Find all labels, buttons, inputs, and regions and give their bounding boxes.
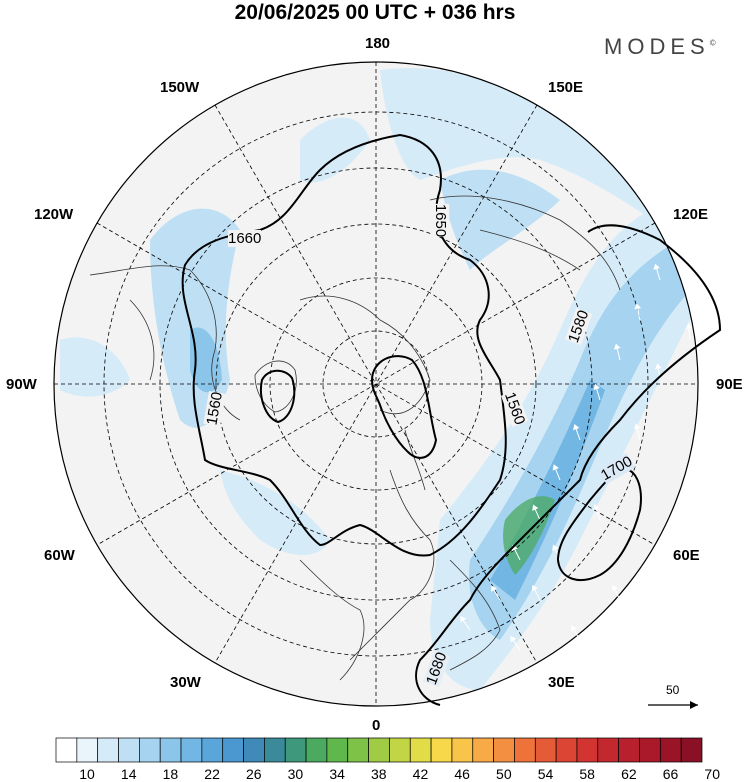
wind-vector-head xyxy=(685,323,693,329)
colorbar-tick-label: 18 xyxy=(162,766,179,782)
contour-outer-1660 xyxy=(181,133,507,557)
wind-vector-head xyxy=(654,363,662,370)
colorbar-swatch xyxy=(76,737,99,763)
colorbar-swatch xyxy=(680,737,703,763)
wind-vector-head xyxy=(593,383,600,390)
colorbar-swatch xyxy=(618,737,640,763)
lon-label-90e: 90E xyxy=(716,376,743,393)
wind-reference-value: 50 xyxy=(666,683,680,697)
colorbar-swatch xyxy=(576,737,599,763)
colorbar-swatch xyxy=(347,737,369,763)
lon-label-30e: 30E xyxy=(548,674,575,691)
colorbar-swatch xyxy=(639,737,661,763)
wind-vector-head xyxy=(491,585,498,592)
colorbar-swatch xyxy=(368,737,390,763)
wind-vector-head xyxy=(634,303,642,310)
wind-vector-head xyxy=(571,625,578,632)
colorbar-swatch xyxy=(326,737,349,763)
wind-vector-head xyxy=(460,616,467,623)
colorbar-tick-label: 38 xyxy=(371,766,387,782)
colorbar-swatch xyxy=(514,737,536,763)
colorbar-tick-label: 22 xyxy=(204,766,220,782)
colorbar-tick-label: 46 xyxy=(454,766,470,782)
contour-inner-center xyxy=(370,355,438,459)
lon-label-150e: 150E xyxy=(548,79,584,96)
colorbar-swatch xyxy=(430,737,453,763)
colorbar-tick-label: 50 xyxy=(496,766,512,782)
colorbar-tick-label: 26 xyxy=(245,766,262,782)
colorbar-swatch xyxy=(555,737,578,763)
colorbar-swatch xyxy=(284,737,307,763)
contour-1580 xyxy=(415,224,722,706)
wind-vector-head xyxy=(613,343,621,350)
colorbar-tick-label: 10 xyxy=(79,766,95,782)
colorbar-tick-label: 42 xyxy=(412,766,429,782)
contour-label: 1650 xyxy=(432,203,450,238)
lon-label-30w: 30W xyxy=(170,674,201,691)
lon-label-120w: 120W xyxy=(34,206,74,223)
wind-vector-head xyxy=(552,544,559,551)
lon-label-90w: 90W xyxy=(6,376,37,393)
lon-label-60e: 60E xyxy=(673,547,700,564)
colorbar-tick-label: 66 xyxy=(662,766,679,782)
wind-vector-head xyxy=(510,636,517,643)
wind-vector-head xyxy=(671,235,678,242)
colorbar-swatch xyxy=(118,737,140,763)
colorbar-swatch xyxy=(472,737,494,763)
lon-label-120e: 120E xyxy=(673,206,709,223)
colorbar-tick-label: 54 xyxy=(537,766,554,782)
colorbar-swatch xyxy=(97,737,119,763)
colorbar-swatch xyxy=(389,737,411,763)
contour-label: 1660 xyxy=(228,230,262,247)
colorbar-swatch xyxy=(55,737,78,763)
colorbar-swatch xyxy=(139,737,161,763)
contour-inner-left xyxy=(260,369,296,424)
wind-vector-head xyxy=(611,584,618,592)
colorbar-tick-label: 62 xyxy=(621,766,637,782)
colorbar-tick-label: 14 xyxy=(120,766,137,782)
lon-label-180: 180 xyxy=(365,35,391,52)
lon-label-60w: 60W xyxy=(44,547,75,564)
geopotential-contours xyxy=(181,133,722,706)
colorbar-swatch xyxy=(409,737,432,763)
wind-speed-shading xyxy=(60,68,698,690)
colorbar-swatch xyxy=(243,737,265,763)
colorbar-swatch xyxy=(159,737,182,763)
wind-vector-head xyxy=(653,263,660,270)
colorbar-swatch xyxy=(201,737,224,763)
lon-label-0: 0 xyxy=(372,717,381,734)
lon-label-150w: 150W xyxy=(160,79,200,96)
colorbar-swatch xyxy=(305,737,328,763)
logo-mark: © xyxy=(709,38,716,48)
colorbar xyxy=(55,737,703,763)
wind-vector-head xyxy=(531,584,538,592)
wind-vectors xyxy=(460,235,693,651)
colorbar-tick-label: 70 xyxy=(704,766,720,782)
colorbar-swatch xyxy=(451,737,474,763)
colorbar-tick-label: 58 xyxy=(579,766,595,782)
longitude-grid xyxy=(54,62,698,706)
modes-logo: MODES© xyxy=(604,34,716,60)
colorbar-swatch xyxy=(597,737,619,763)
wind-vector-head xyxy=(572,424,580,431)
wind-vector-head xyxy=(633,423,641,430)
colorbar-swatch xyxy=(493,737,515,763)
colorbar-swatch xyxy=(534,737,557,763)
logo-text: MODES xyxy=(604,34,710,59)
wind-reference-arrow xyxy=(648,701,698,709)
contour-1700 xyxy=(556,468,642,581)
colorbar-tick-label: 34 xyxy=(329,766,345,782)
colorbar-tick-label: 30 xyxy=(287,766,304,782)
wind-vector-head xyxy=(592,504,600,511)
map-title: 20/06/2025 00 UTC + 036 hrs xyxy=(234,1,516,24)
colorbar-swatch xyxy=(659,737,682,763)
wind-vector-head xyxy=(552,464,559,471)
colorbar-swatch xyxy=(180,737,203,763)
colorbar-swatch xyxy=(222,737,244,763)
wind-vector-head xyxy=(532,504,539,511)
colorbar-swatch xyxy=(264,737,286,763)
